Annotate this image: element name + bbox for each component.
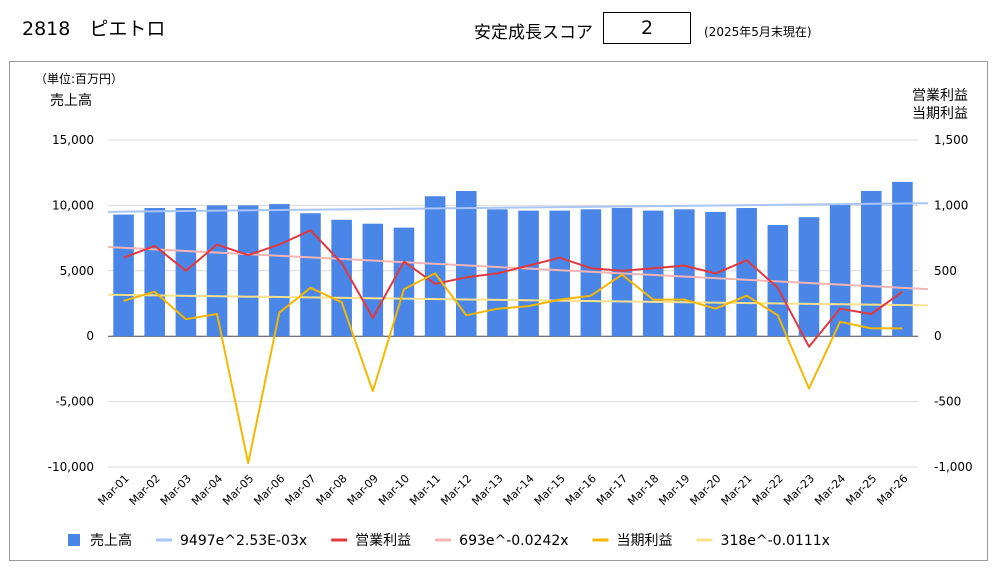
sales-bar <box>736 208 757 337</box>
sales-bar <box>892 181 913 337</box>
sales-bar <box>362 223 384 337</box>
sales-bar <box>113 214 134 337</box>
right-tick-label: 0 <box>934 329 942 343</box>
x-tick-label: Mar-20 <box>688 472 724 508</box>
x-tick-label: Mar-15 <box>532 472 568 508</box>
x-tick-label: Mar-17 <box>594 472 630 508</box>
x-tick-label: Mar-22 <box>750 472 786 508</box>
profit-lines <box>123 229 903 465</box>
x-tick-label: Mar-06 <box>251 472 287 508</box>
right-tick-label: -500 <box>934 395 961 409</box>
left-tick-label: 5,000 <box>60 264 94 278</box>
left-tick-label: -10,000 <box>48 460 94 474</box>
sales-bar <box>237 205 259 337</box>
sales-bar <box>269 204 290 337</box>
sales-bar <box>642 210 664 337</box>
x-tick-label: Mar-16 <box>563 472 599 508</box>
sales-bar <box>549 210 571 337</box>
sales-bar <box>860 191 882 337</box>
stability-score-value: 2 <box>603 12 691 44</box>
legend-label: 営業利益 <box>355 533 411 549</box>
left-tick-label: 10,000 <box>52 198 94 212</box>
x-tick-label: Mar-05 <box>220 472 256 508</box>
right-tick-label: 1,500 <box>934 133 968 147</box>
sales-bar <box>300 213 321 337</box>
x-tick-label: Mar-10 <box>376 472 412 508</box>
legend-label: 9497e^2.53E-03x <box>180 533 307 549</box>
left-axis-title: 売上高 <box>50 92 92 109</box>
sales-bar <box>175 208 197 337</box>
x-tick-label: Mar-19 <box>656 472 692 508</box>
x-tick-label: Mar-11 <box>407 472 443 508</box>
sales-bar <box>518 210 539 337</box>
sales-bar <box>331 219 352 337</box>
right-axis-title-net: 当期利益 <box>912 106 968 122</box>
x-tick-label: Mar-18 <box>625 472 661 508</box>
x-tick-label: Mar-14 <box>501 472 537 508</box>
sales-bar <box>393 227 415 337</box>
x-tick-label: Mar-21 <box>719 472 755 508</box>
legend-label: 当期利益 <box>617 533 673 549</box>
x-tick-label: Mar-07 <box>283 472 319 508</box>
sales-bar <box>611 208 633 337</box>
x-tick-label: Mar-04 <box>189 472 225 508</box>
sales-bar <box>829 204 851 337</box>
legend: 売上高 9497e^2.53E-03x 営業利益 693e^-0.0242x 当期利益 3… <box>68 532 830 549</box>
x-tick-label: Mar-26 <box>874 472 910 508</box>
net-profit-line <box>123 272 903 465</box>
legend-label: 売上高 <box>90 532 132 549</box>
x-tick-label: Mar-09 <box>345 472 381 508</box>
sales-bar <box>424 196 446 337</box>
unit-note: （単位:百万円） <box>35 71 123 86</box>
stability-score-label: 安定成長スコア <box>474 23 593 43</box>
chart-panel: -10,000 -5,000 0 5,000 10,000 15,000 -1,000 -50… <box>9 61 988 561</box>
legend-label: 693e^-0.0242x <box>459 533 568 549</box>
financial-chart: -10,000 -5,000 0 5,000 10,000 15,000 -1,000 -50… <box>35 71 973 549</box>
x-tick-label: Mar-23 <box>781 472 817 508</box>
left-tick-label: 0 <box>86 329 94 343</box>
right-tick-label: 1,000 <box>934 198 968 212</box>
company-code-name: 2818 ピエトロ <box>22 18 166 40</box>
x-axis-labels: Mar-01Mar-02Mar-03Mar-04Mar-05Mar-06Mar-… <box>96 472 911 508</box>
x-tick-label: Mar-12 <box>438 472 474 508</box>
left-tick-label: 15,000 <box>52 133 94 147</box>
right-axis-title-operating: 営業利益 <box>912 88 968 104</box>
x-tick-label: Mar-02 <box>127 472 163 508</box>
trend-line <box>107 293 929 307</box>
right-tick-label: -1,000 <box>934 460 973 474</box>
x-tick-label: Mar-25 <box>843 472 879 508</box>
x-tick-label: Mar-03 <box>158 472 194 508</box>
x-tick-label: Mar-01 <box>96 472 132 508</box>
sales-bar <box>798 217 820 337</box>
legend-swatch <box>68 534 80 546</box>
axis-ticks: -10,000 -5,000 0 5,000 10,000 15,000 -1,000 -50… <box>48 133 973 474</box>
x-tick-label: Mar-08 <box>314 472 350 508</box>
as-of-date: (2025年5月末現在) <box>704 25 812 39</box>
x-tick-label: Mar-13 <box>469 472 505 508</box>
right-tick-label: 500 <box>934 264 957 278</box>
x-tick-label: Mar-24 <box>812 472 848 508</box>
sales-bar <box>144 208 166 337</box>
trend-line <box>107 202 929 213</box>
legend-label: 318e^-0.0111x <box>721 533 830 549</box>
operating-profit-line <box>123 229 903 348</box>
sales-bar <box>206 205 228 337</box>
sales-bar <box>674 209 695 337</box>
left-tick-label: -5,000 <box>55 395 94 409</box>
